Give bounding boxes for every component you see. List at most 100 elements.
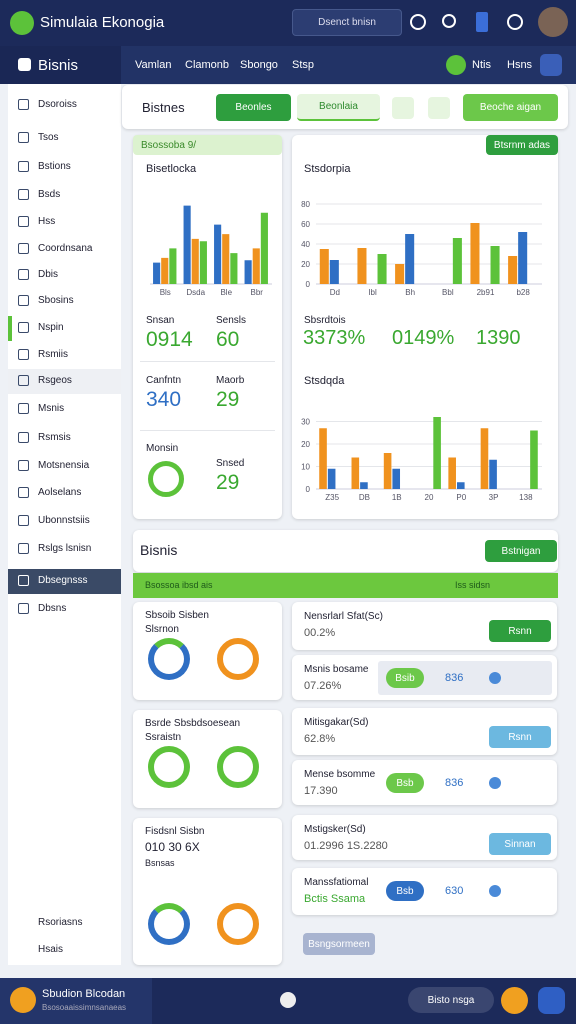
sidebar-item[interactable]: Motsnensia [38, 460, 90, 471]
sidebar-item[interactable]: Aolselans [38, 487, 82, 498]
sidebar-item[interactable]: Rslgs lsnisn [38, 543, 92, 554]
nav-item[interactable]: Hsns [507, 59, 533, 71]
section-button[interactable]: Bstnigan [485, 540, 557, 562]
row-icon [489, 672, 501, 684]
row-pill[interactable]: Bsb [386, 881, 424, 901]
sidebar-item[interactable]: Hss [38, 216, 56, 227]
menu-button[interactable] [10, 11, 34, 35]
user-name: Sbudion Blcodan [42, 988, 126, 1000]
toolbar-button[interactable]: Beoche aigan [463, 94, 558, 121]
highlight-item [8, 316, 12, 341]
x-tick-label: 20 [425, 493, 434, 502]
row-value: 17.390 [304, 785, 338, 797]
clock-icon[interactable] [507, 14, 523, 30]
row-button[interactable]: Rsnn [489, 726, 551, 748]
icon-button[interactable] [392, 97, 414, 119]
nav-icon [18, 269, 29, 280]
app-title: Simulaia Ekonogia [40, 14, 165, 31]
sidebar-item[interactable]: Nspin [38, 322, 64, 333]
card-button[interactable]: Btsrnm adas [486, 135, 558, 155]
bell-icon[interactable] [410, 14, 426, 30]
card [133, 135, 282, 519]
row-pill[interactable]: Bsib [386, 668, 424, 688]
nav-item[interactable]: Stsp [292, 59, 315, 71]
sidebar-item[interactable]: Rsmsis [38, 432, 71, 443]
row-button[interactable]: Sinnan [489, 833, 551, 855]
row-pill[interactable]: Bsb [386, 773, 424, 793]
bar [351, 457, 360, 489]
bar [357, 248, 367, 284]
sidebar-item[interactable]: Ubonnstsiis [38, 515, 90, 526]
sidebar-item[interactable]: Dbis [38, 269, 59, 280]
nav-action[interactable] [540, 54, 562, 76]
x-tick-label: 3P [489, 493, 499, 502]
search-icon[interactable] [442, 14, 456, 28]
nav-icon [18, 487, 29, 498]
sidebar-item[interactable]: Bsds [38, 189, 61, 200]
stat-value: 0914 [146, 328, 193, 351]
card-tag: Bsossoba 9/ [133, 135, 282, 155]
toolbar-button[interactable]: Beonles [216, 94, 291, 121]
row-button[interactable]: Rsnn [489, 620, 551, 642]
sidebar-item[interactable]: Coordnsana [38, 243, 93, 254]
fab[interactable] [501, 987, 528, 1014]
nav-item[interactable]: Ntis [472, 59, 491, 71]
donut [217, 746, 259, 788]
sidebar-item[interactable]: Hsais [38, 944, 64, 955]
donut [148, 746, 190, 788]
sidebar-item[interactable]: Dbsegnsss [38, 575, 88, 586]
nav-item[interactable]: Clamonb [185, 59, 230, 71]
user-sub: Bsosoaaissimnsanaeas [42, 1003, 127, 1012]
nav-icon [18, 189, 29, 200]
bar [161, 257, 169, 284]
nav-item[interactable]: Sbongo [240, 59, 278, 71]
nav-icon [18, 216, 29, 227]
sidebar-item[interactable]: Rsoriasns [38, 917, 83, 928]
bar [383, 453, 392, 489]
donut [148, 461, 184, 497]
bar [405, 234, 415, 284]
nav-icon [18, 161, 29, 172]
bar [489, 459, 497, 489]
filter-text: Bsossoa ibsd ais [145, 580, 213, 590]
fab[interactable] [538, 987, 565, 1014]
sidebar-item[interactable]: Tsos [38, 132, 59, 143]
x-tick-label: 138 [519, 493, 533, 502]
sidebar-item[interactable]: Bstions [38, 161, 71, 172]
icon-button[interactable] [428, 97, 450, 119]
y-tick-label: 60 [301, 220, 310, 229]
search-box[interactable]: Dsenct bnisn [292, 9, 402, 36]
sidebar-item[interactable]: Sbosins [38, 295, 74, 306]
row [292, 760, 557, 805]
nav-icon [18, 132, 29, 143]
x-tick-label: Dsda [186, 288, 205, 297]
card-title: Fisdsnl Sisbn [145, 826, 205, 837]
row-num: 630 [445, 885, 464, 897]
avatar[interactable] [538, 7, 568, 37]
sidebar-item[interactable]: Msnis [38, 403, 65, 414]
donut [217, 903, 259, 945]
x-tick-label: Bls [160, 288, 171, 297]
bar [490, 246, 500, 284]
sidebar-item[interactable]: Rsgeos [38, 375, 72, 386]
footer-button[interactable]: Bisto nsga [408, 987, 494, 1013]
phone-icon[interactable] [476, 12, 488, 32]
sidebar-item[interactable]: Dsoroiss [38, 99, 77, 110]
stat-value: 0149% [392, 327, 455, 349]
bar [480, 428, 489, 489]
nav-item[interactable]: Vamlan [135, 59, 172, 71]
bar [470, 223, 480, 284]
logo-icon [18, 58, 31, 71]
row-num: 836 [445, 672, 464, 684]
stats-label: Sbsrdtois [304, 315, 346, 326]
chart-title: Bisetlocka [146, 163, 197, 175]
home-dot[interactable] [280, 992, 296, 1008]
row-title: Msnis bosame [304, 664, 369, 675]
toolbar-button[interactable]: Beonlaia [297, 94, 380, 121]
donut [217, 638, 259, 680]
x-tick-label: DB [359, 493, 370, 502]
sidebar-item[interactable]: Dbsns [38, 603, 67, 614]
x-tick-label: Ble [220, 288, 232, 297]
sidebar-item[interactable]: Rsmiis [38, 349, 68, 360]
final-button[interactable]: Bsngsormeen [303, 933, 375, 955]
